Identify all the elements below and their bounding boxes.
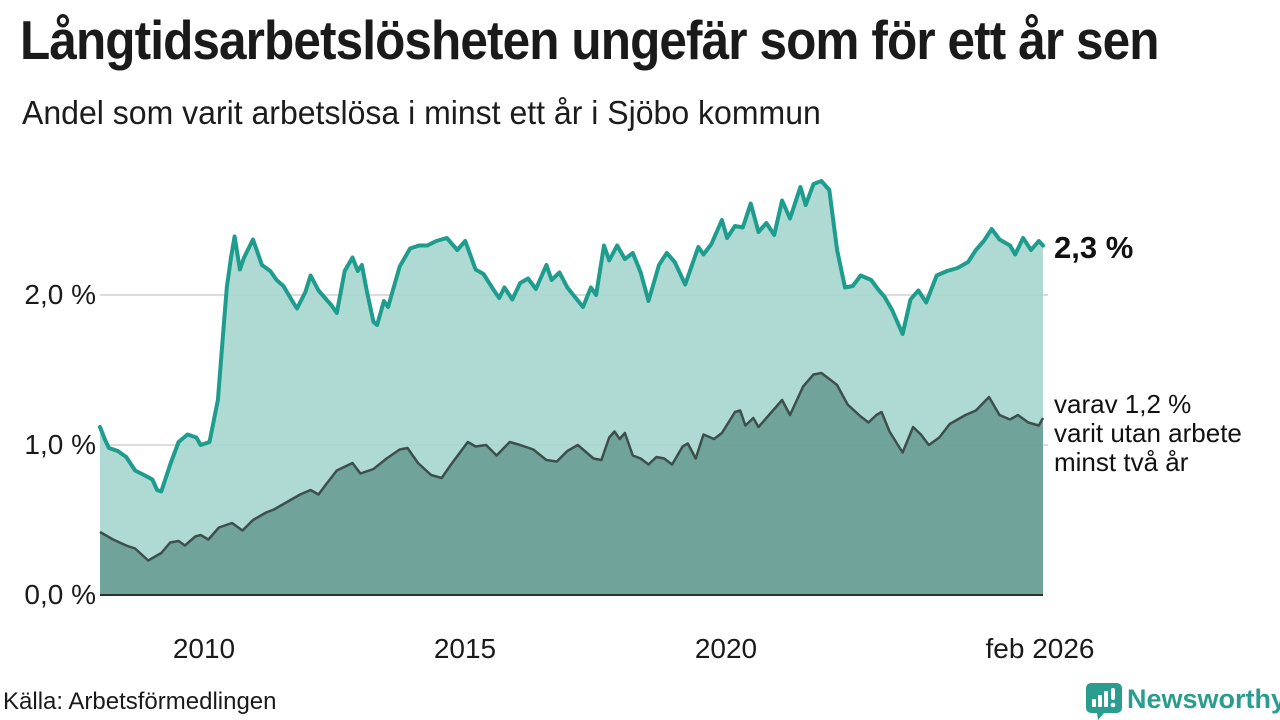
- x-axis-tick-feb-2026: feb 2026: [985, 633, 1095, 664]
- newsworthy-bubble-chart-icon: [1086, 683, 1122, 720]
- page-subtitle: Andel som varit arbetslösa i minst ett å…: [22, 94, 821, 131]
- newsworthy-logo: Newsworthy: [1085, 682, 1280, 720]
- secondary-value-label: varav 1,2 % varit utan arbete minst två …: [1054, 390, 1242, 477]
- secondary-label-line3: minst två år: [1054, 447, 1189, 477]
- source-credit: Källa: Arbetsförmedlingen: [3, 688, 277, 715]
- y-axis-tick-1: 1,0 %: [24, 429, 96, 460]
- secondary-label-line2: varit utan arbete: [1054, 418, 1242, 448]
- y-axis-tick-2: 2,0 %: [24, 279, 96, 310]
- latest-value-label: 2,3 %: [1054, 230, 1134, 265]
- y-axis-tick-0: 0,0 %: [24, 579, 96, 610]
- newsworthy-logo-text: Newsworthy: [1127, 684, 1280, 714]
- x-axis-tick-2015: 2015: [433, 633, 497, 664]
- x-axis-tick-2010: 2010: [172, 633, 236, 664]
- secondary-label-line1: varav 1,2 %: [1054, 389, 1192, 419]
- x-axis-tick-2020: 2020: [694, 633, 758, 664]
- page-title: Långtidsarbetslösheten ungefär som för e…: [20, 9, 1160, 71]
